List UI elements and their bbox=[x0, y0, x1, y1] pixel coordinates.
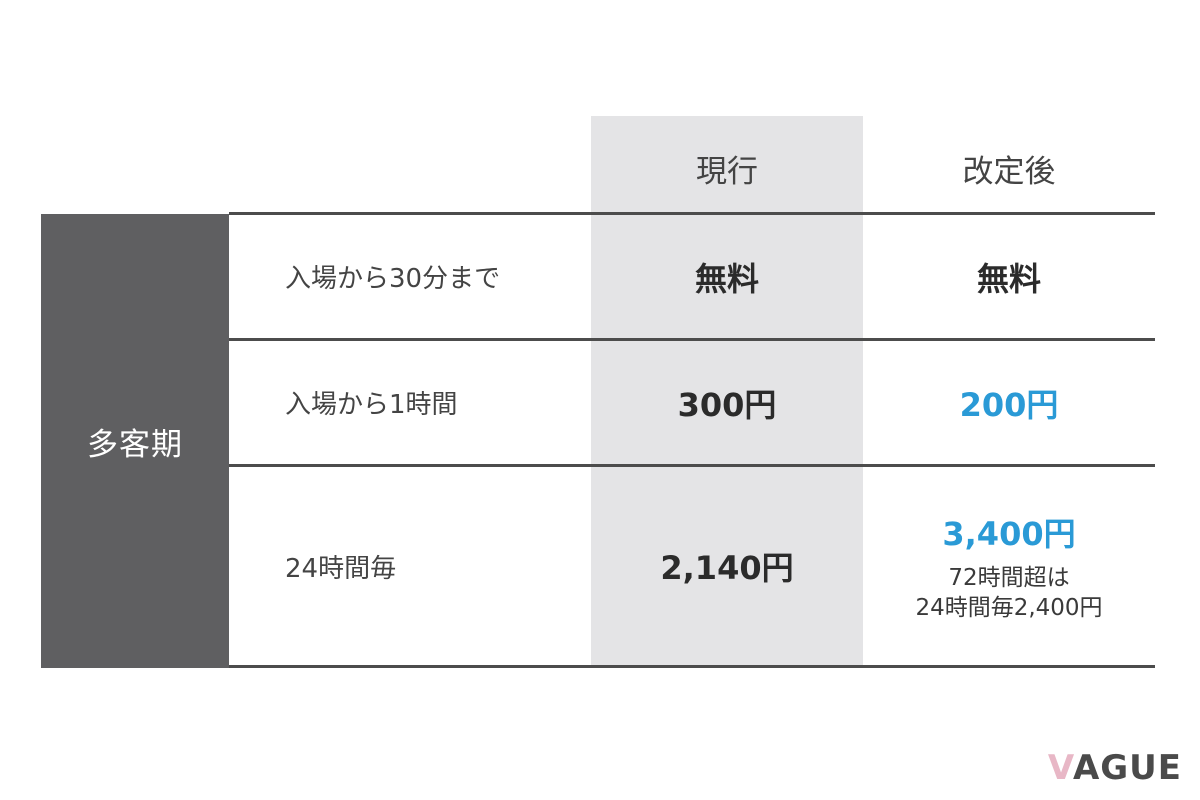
cell-current-1hour: 300円 bbox=[591, 341, 863, 464]
cell-after-1hour: 200円 bbox=[863, 341, 1155, 464]
note-after-72hours: 72時間超は bbox=[948, 565, 1070, 591]
value-current-24hours: 2,140円 bbox=[660, 549, 794, 587]
season-label: 多客期 bbox=[87, 426, 183, 463]
season-block: 多客期 bbox=[41, 214, 229, 668]
header-current: 現行 bbox=[696, 153, 758, 190]
row-divider-1 bbox=[229, 338, 1155, 341]
table-bottom-border bbox=[229, 665, 1155, 668]
cell-current-30min: 無料 bbox=[591, 215, 863, 338]
value-after-24hours: 3,400円 bbox=[942, 515, 1076, 553]
value-after-30min: 無料 bbox=[976, 259, 1041, 298]
value-current-1hour: 300円 bbox=[677, 385, 777, 424]
cell-current-24hours: 2,140円 bbox=[591, 467, 863, 665]
header-after: 改定後 bbox=[962, 153, 1056, 190]
note-after-24hours-price: 24時間毎2,400円 bbox=[915, 595, 1103, 621]
table-top-border bbox=[229, 212, 1155, 215]
row-divider-2 bbox=[229, 464, 1155, 467]
value-after-1hour: 200円 bbox=[959, 385, 1059, 424]
row-label-1hour: 入場から1時間 bbox=[285, 390, 458, 420]
cell-after-24hours: 3,400円 72時間超は 24時間毎2,400円 bbox=[863, 467, 1155, 665]
row-label-30min: 入場から30分まで bbox=[285, 264, 501, 294]
current-column-background bbox=[591, 116, 863, 668]
vague-logo: VAGUE bbox=[1047, 748, 1182, 788]
row-label-24hours: 24時間毎 bbox=[285, 553, 397, 584]
value-current-30min: 無料 bbox=[694, 259, 759, 298]
cell-after-30min: 無料 bbox=[863, 215, 1155, 338]
